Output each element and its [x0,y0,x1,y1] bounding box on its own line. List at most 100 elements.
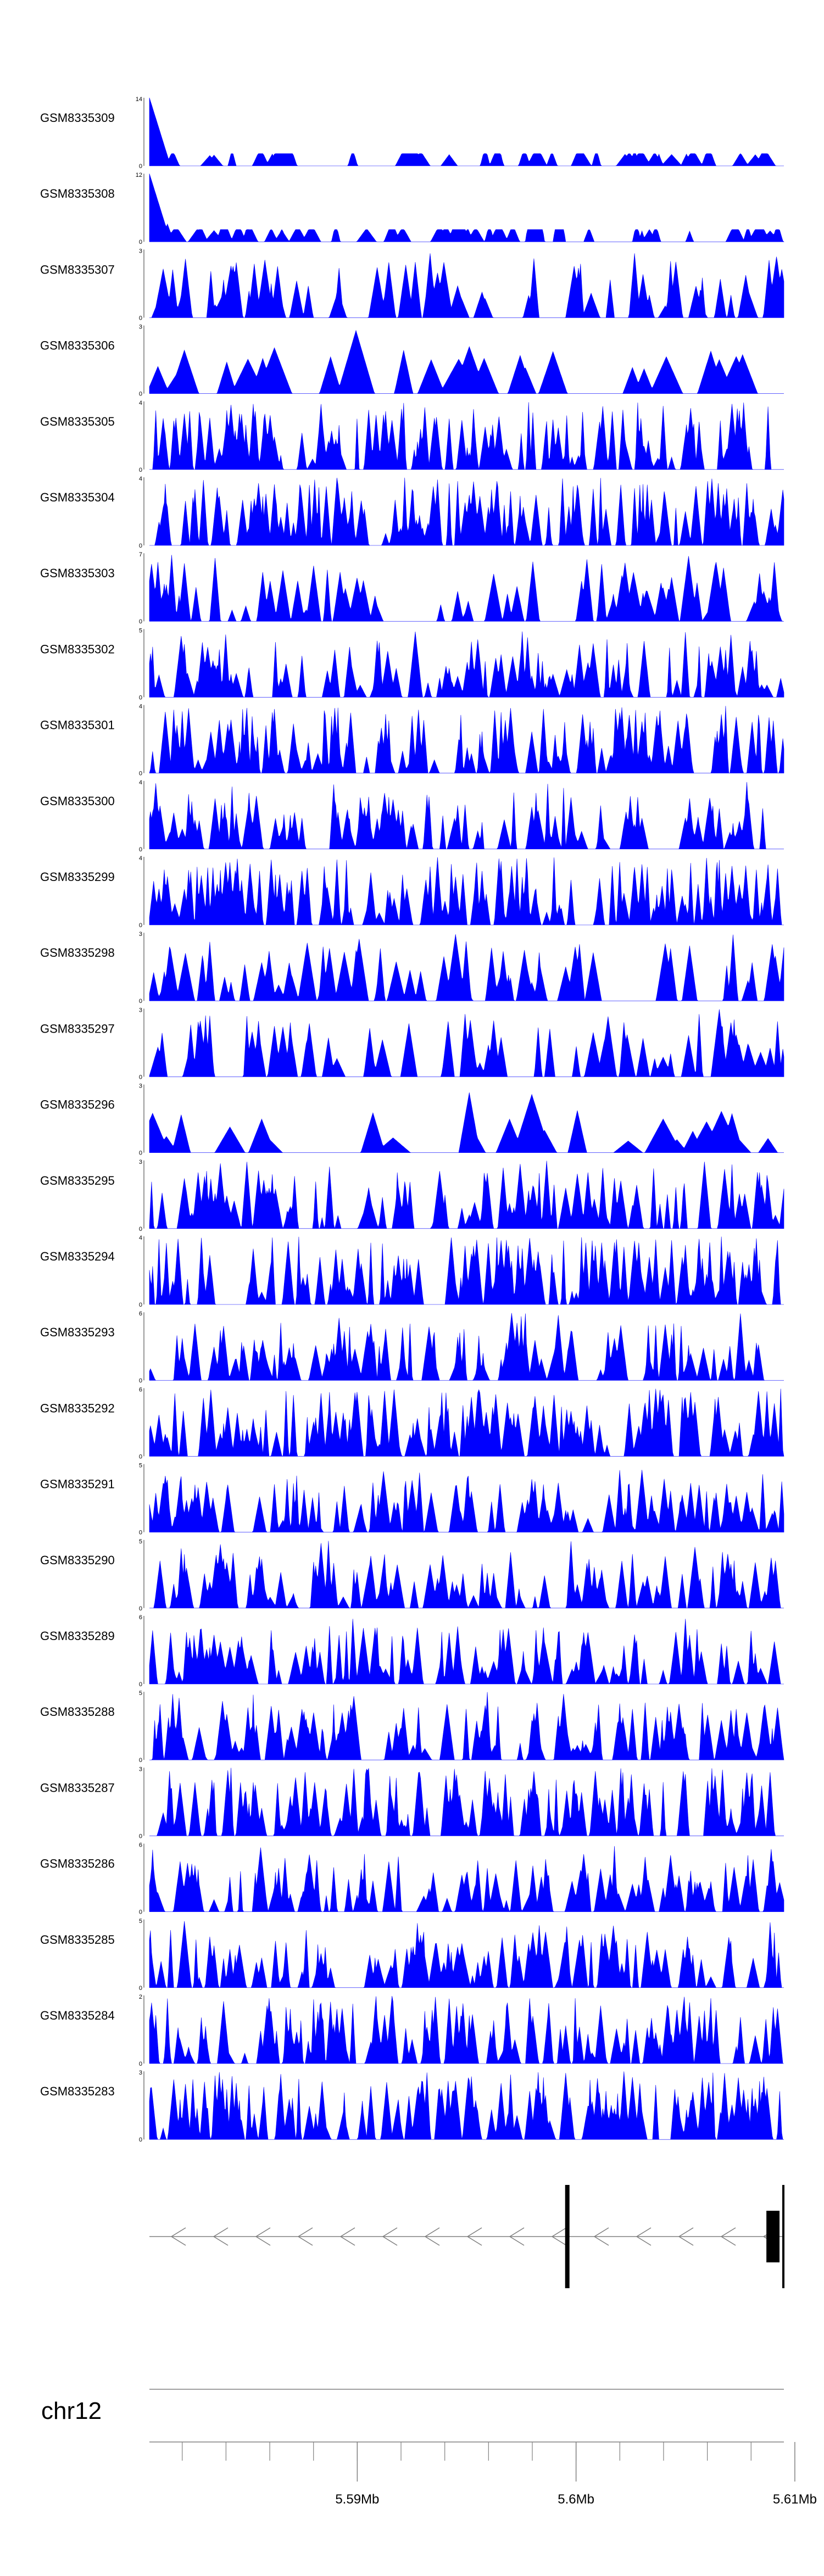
track-label: GSM8335289 [40,1629,115,1643]
track-label: GSM8335304 [40,490,115,504]
coverage-track: GSM8335301 4 0 [40,704,784,777]
track-ymax-label: 6 [139,1311,142,1317]
track-ymax-label: 5 [139,627,142,634]
track-ymin-label: 0 [139,771,142,777]
coverage-area [149,330,784,394]
track-ymax-label: 3 [139,1007,142,1013]
coverage-area [149,1313,784,1381]
track-label: GSM8335295 [40,1174,115,1187]
coverage-area [149,1092,784,1153]
track-ymax-label: 6 [139,1614,142,1621]
coverage-track: GSM8335298 3 0 [40,931,784,1005]
track-ymax-label: 3 [139,1159,142,1166]
track-ymin-label: 0 [139,1226,142,1233]
coverage-area [149,1161,784,1229]
track-ymin-label: 0 [139,2137,142,2143]
track-ymin-label: 0 [139,467,142,473]
track-ymin-label: 0 [139,1378,142,1384]
track-label: GSM8335305 [40,415,115,428]
track-ymin-label: 0 [139,1605,142,1612]
coverage-area [149,1619,784,1685]
strand-arrow-icon [424,2227,440,2246]
track-label: GSM8335308 [40,187,115,200]
track-ymin-label: 0 [139,1453,142,1460]
coverage-tracks: GSM8335309140GSM8335308120GSM833530730GS… [40,96,784,2143]
coverage-area [149,1541,784,1609]
track-ymin-label: 0 [139,1150,142,1157]
track-label: GSM8335302 [40,642,115,656]
track-label: GSM8335288 [40,1705,115,1719]
coverage-area [149,782,784,850]
track-ymin-label: 0 [139,998,142,1005]
coverage-area [149,1846,784,1913]
coverage-area [149,1995,784,2065]
coverage-area [149,934,784,1002]
track-label: GSM8335291 [40,1477,115,1491]
coverage-track: GSM8335286 6 0 [40,1842,784,1916]
track-ymax-label: 3 [139,1766,142,1772]
track-ymin-label: 0 [139,1530,142,1536]
track-label: GSM8335284 [40,2009,115,2022]
track-ymin-label: 0 [139,1909,142,1916]
track-label: GSM8335296 [40,1098,115,1112]
track-ymax-label: 5 [139,1463,142,1469]
track-ymin-label: 0 [139,846,142,853]
track-label: GSM8335307 [40,263,115,276]
coverage-track: GSM8335291 5 0 [40,1463,784,1536]
track-ymin-label: 0 [139,239,142,246]
exon-block [766,2211,780,2262]
coverage-area [149,631,784,698]
track-ymin-label: 0 [139,1681,142,1688]
coverage-area [149,477,784,547]
coverage-area [149,555,784,622]
coverage-track: GSM8335307 3 0 [40,248,784,321]
strand-arrow-icon [720,2227,736,2246]
coverage-track: GSM8335289 6 0 [40,1614,784,1688]
track-ymin-label: 0 [139,315,142,321]
coverage-track: GSM8335305 4 0 [40,400,784,473]
track-ymax-label: 5 [139,1690,142,1697]
chromosome-label: chr12 [41,2397,102,2424]
coverage-area [149,1921,784,1988]
strand-arrow-icon [339,2227,355,2246]
strand-arrow-icon [255,2227,271,2246]
coverage-area [149,402,784,470]
track-ymax-label: 6 [139,1386,142,1393]
track-ymax-label: 3 [139,248,142,254]
major-tick-label: 5.61Mb [773,2492,817,2507]
track-ymax-label: 14 [136,96,142,103]
coverage-track: GSM8335285 5 0 [40,1918,784,1992]
coverage-area [149,2071,784,2140]
track-ymin-label: 0 [139,1074,142,1080]
track-ymax-label: 12 [136,172,142,179]
strand-arrow-icon [170,2227,186,2246]
coverage-track: GSM8335300 4 0 [40,779,784,853]
track-ymax-label: 4 [139,704,142,710]
track-ymax-label: 4 [139,855,142,862]
track-ymin-label: 0 [139,391,142,398]
coverage-track: GSM8335283 3 0 [40,2070,784,2143]
track-ymax-label: 4 [139,779,142,786]
coverage-track: GSM8335287 3 0 [40,1766,784,1839]
strand-arrow-icon [509,2227,525,2246]
coverage-track: GSM8335288 5 0 [40,1690,784,1764]
coverage-area [149,857,784,925]
coverage-area [149,1009,784,1078]
track-ymin-label: 0 [139,1985,142,1992]
track-ymin-label: 0 [139,1302,142,1308]
track-label: GSM8335299 [40,870,115,884]
strand-arrow-icon [636,2227,652,2246]
coverage-track: GSM8335296 3 0 [40,1083,784,1157]
coverage-track: GSM8335304 4 0 [40,476,784,549]
track-label: GSM8335300 [40,794,115,808]
track-ymin-label: 0 [139,2061,142,2067]
track-label: GSM8335285 [40,1933,115,1947]
track-label: GSM8335303 [40,566,115,580]
exon-block [565,2185,570,2288]
coverage-track: GSM8335284 2 0 [40,1994,784,2067]
track-ymax-label: 7 [139,551,142,558]
coverage-track: GSM8335306 3 0 [40,324,784,398]
coverage-area [149,174,784,242]
strand-arrow-icon [297,2227,313,2246]
